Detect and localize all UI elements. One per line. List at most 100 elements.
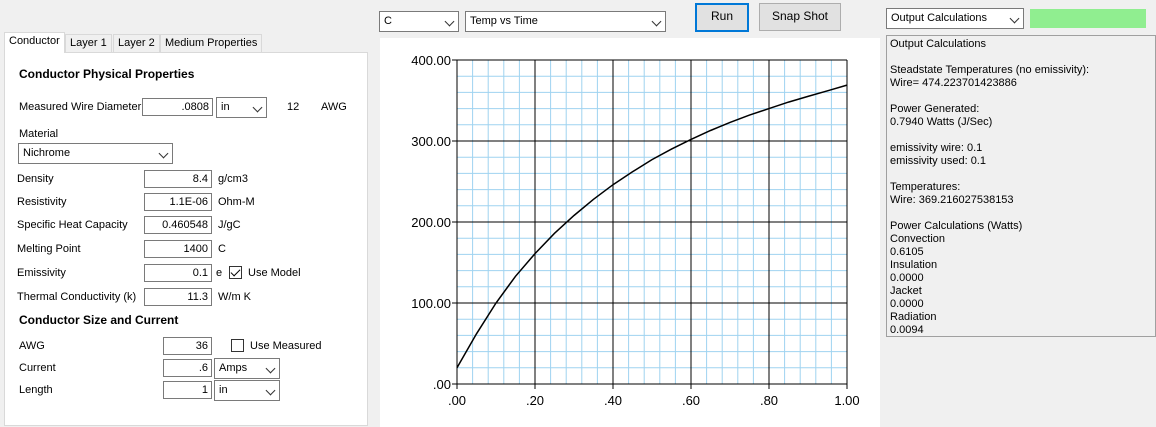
y-tick-label: .00 (433, 377, 451, 392)
output-line: emissivity used: 0.1 (890, 155, 986, 167)
output-panel: Output Calculations Steadstate Temperatur… (886, 35, 1156, 337)
current-input[interactable]: .6 (163, 359, 212, 377)
plot-type-select[interactable]: Temp vs Time (465, 11, 666, 32)
density-unit: g/cm3 (218, 173, 248, 185)
output-line (890, 207, 1152, 220)
density-input[interactable]: 8.4 (144, 170, 212, 188)
measured-awg-label: AWG (321, 101, 347, 113)
output-line: Jacket (890, 285, 922, 297)
specific-heat-label: Specific Heat Capacity (17, 219, 128, 231)
tab-layer-2[interactable]: Layer 2 (113, 34, 160, 52)
resistivity-input[interactable]: 1.1E-06 (144, 193, 212, 211)
melting-point-label: Melting Point (17, 243, 81, 255)
thermal-conductivity-label: Thermal Conductivity (k) (17, 291, 137, 303)
tab-medium-properties[interactable]: Medium Properties (160, 34, 263, 52)
emissivity-label: Emissivity (17, 267, 66, 279)
conductor-panel: Conductor Physical Properties Measured W… (4, 52, 368, 426)
density-label: Density (17, 173, 54, 185)
diameter-unit-value: in (221, 101, 230, 113)
melting-point-unit: C (218, 243, 226, 255)
x-tick-label: .00 (448, 393, 466, 408)
current-unit-value: Amps (219, 362, 248, 374)
output-line: 0.0000 (890, 298, 924, 310)
awg-label: AWG (19, 340, 45, 352)
output-line: Convection (890, 233, 946, 245)
tab-conductor[interactable]: Conductor (4, 32, 65, 53)
output-line: Wire: 369.216027538153 (890, 194, 1014, 206)
output-line: Steadstate Temperatures (no emissivity): (890, 64, 1090, 76)
chart-x-ticks: .00 .20 .40 .60 .80 1.00 (448, 393, 860, 408)
y-tick-label: 200.00 (411, 215, 451, 230)
measured-wire-diameter-input[interactable]: .0808 (142, 98, 213, 116)
length-input[interactable]: 1 (163, 381, 212, 399)
emissivity-input[interactable]: 0.1 (144, 264, 212, 282)
material-value: Nichrome (23, 147, 71, 159)
temp-vs-time-chart: .00 100.00 200.00 300.00 400.00 .00 .20 .40 .60… (380, 38, 880, 427)
resistivity-unit: Ohm-M (218, 196, 255, 208)
output-line: 0.0000 (890, 272, 924, 284)
material-label: Material (19, 128, 59, 140)
output-select[interactable]: Output Calculations (886, 8, 1024, 29)
output-line (890, 90, 1152, 103)
chevron-down-icon (651, 16, 662, 27)
section-size-title: Conductor Size and Current (19, 313, 179, 327)
chevron-down-icon (265, 385, 276, 396)
thermal-conductivity-input[interactable]: 11.3 (144, 288, 212, 306)
y-tick-label: 400.00 (411, 53, 451, 68)
x-tick-label: .80 (760, 393, 778, 408)
output-line: Temperatures: (890, 181, 961, 193)
snapshot-button[interactable]: Snap Shot (759, 3, 841, 31)
thermal-conductivity-unit: W/m K (218, 291, 251, 303)
tab-layer-1[interactable]: Layer 1 (65, 34, 112, 52)
current-unit-select[interactable]: Amps (214, 358, 280, 379)
output-line (890, 129, 1152, 142)
length-label: Length (19, 384, 53, 396)
temp-unit-select[interactable]: C (379, 11, 459, 32)
use-measured-checkbox[interactable] (231, 339, 244, 352)
specific-heat-input[interactable]: 0.460548 (144, 216, 212, 234)
output-select-value: Output Calculations (891, 12, 987, 24)
chart-series-line (456, 84, 848, 369)
material-select[interactable]: Nichrome (18, 143, 173, 164)
output-line: 0.7940 Watts (J/Sec) (890, 116, 993, 128)
output-line (890, 51, 1152, 64)
use-model-checkbox[interactable] (229, 266, 242, 279)
status-indicator (1030, 9, 1146, 28)
plot-type-value: Temp vs Time (470, 15, 538, 27)
length-unit-value: in (219, 384, 228, 396)
chevron-down-icon (1009, 13, 1020, 24)
awg-input[interactable]: 36 (163, 337, 212, 355)
chevron-down-icon (252, 102, 263, 113)
output-line: Power Calculations (Watts) (890, 220, 1023, 232)
y-tick-label: 300.00 (411, 134, 451, 149)
melting-point-input[interactable]: 1400 (144, 240, 212, 258)
chevron-down-icon (265, 363, 276, 374)
resistivity-label: Resistivity (17, 196, 67, 208)
output-line: 0.6105 (890, 246, 924, 258)
chart-background (380, 38, 880, 427)
x-tick-label: .20 (526, 393, 544, 408)
x-tick-label: .40 (604, 393, 622, 408)
diameter-unit-select[interactable]: in (216, 97, 267, 118)
temp-unit-value: C (384, 15, 392, 27)
specific-heat-unit: J/gC (218, 219, 241, 231)
chevron-down-icon (158, 148, 169, 159)
measured-wire-diameter-label: Measured Wire Diameter (19, 101, 142, 113)
section-physical-title: Conductor Physical Properties (19, 67, 195, 81)
chevron-down-icon (444, 16, 455, 27)
output-line: Output Calculations (890, 38, 986, 50)
chart-y-ticks: .00 100.00 200.00 300.00 400.00 (411, 53, 451, 392)
current-label: Current (19, 362, 56, 374)
output-line: 0.0094 (890, 324, 924, 336)
use-model-label: Use Model (248, 267, 301, 279)
use-measured-label: Use Measured (250, 340, 322, 352)
chart-major-grid (452, 59, 848, 389)
output-line: emissivity wire: 0.1 (890, 142, 983, 154)
emissivity-unit: e (216, 267, 223, 279)
x-tick-label: 1.00 (834, 393, 859, 408)
run-button[interactable]: Run (695, 3, 749, 32)
output-line: Insulation (890, 259, 938, 271)
length-unit-select[interactable]: in (214, 380, 280, 401)
output-line: Radiation (890, 311, 937, 323)
output-line: Power Generated: (890, 103, 980, 115)
